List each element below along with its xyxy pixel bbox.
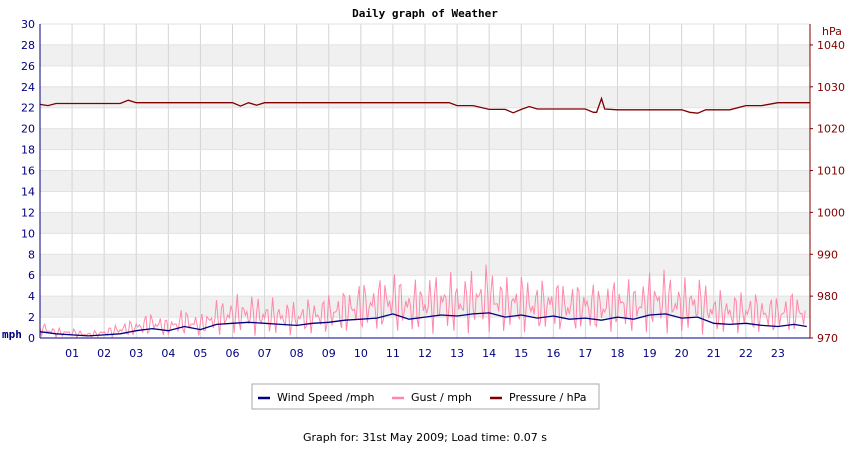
x-tick-label: 19 (643, 347, 657, 360)
series-pressure-line (39, 96, 810, 114)
x-tick-label: 06 (226, 347, 240, 360)
x-tick-label: 05 (193, 347, 207, 360)
y-left-tick-label: 30 (21, 18, 35, 31)
x-tick-label: 15 (514, 347, 528, 360)
y-right-tick-label: 990 (817, 248, 838, 261)
x-tick-label: 03 (129, 347, 143, 360)
x-tick-label: 23 (771, 347, 785, 360)
y-left-tick-label: 12 (21, 206, 35, 219)
x-tick-label: 08 (290, 347, 304, 360)
x-tick-label: 09 (322, 347, 336, 360)
y-left-tick-label: 22 (21, 102, 35, 115)
y-left-tick-label: 26 (21, 60, 35, 73)
y-right-tick-label: 1040 (817, 39, 845, 52)
y-left-tick-label: 18 (21, 144, 35, 157)
weather-chart: Daily graph of Weather 02468101214161820… (2, 7, 845, 410)
x-tick-label: 07 (258, 347, 272, 360)
y-right-tick-label: 1010 (817, 165, 845, 178)
y-left-tick-label: 20 (21, 123, 35, 136)
y-left-tick-label: 28 (21, 39, 35, 52)
y-left-tick-label: 24 (21, 81, 35, 94)
x-tick-label: 18 (611, 347, 625, 360)
x-tick-label: 04 (161, 347, 175, 360)
x-tick-label: 01 (65, 347, 79, 360)
legend-label: Gust / mph (411, 391, 472, 404)
y-left-tick-label: 0 (28, 332, 35, 345)
x-tick-label: 10 (354, 347, 368, 360)
series-layer (39, 96, 810, 339)
legend: Wind Speed /mph Gust / mph Pressure / hPa (251, 383, 600, 410)
y-right-tick-label: 970 (817, 332, 838, 345)
y-left-tick-label: 8 (28, 248, 35, 261)
y-left-tick-label: 10 (21, 227, 35, 240)
y-left-tick-label: 14 (21, 185, 35, 198)
x-tick-label: 20 (675, 347, 689, 360)
x-tick-label: 02 (97, 347, 111, 360)
y-left-tick-label: 2 (28, 311, 35, 324)
y-right-tick-label: 980 (817, 290, 838, 303)
legend-label: Wind Speed /mph (277, 391, 375, 404)
chart-title: Daily graph of Weather (352, 7, 498, 20)
legend-label: Pressure / hPa (509, 391, 587, 404)
x-tick-label: 21 (707, 347, 721, 360)
x-tick-label: 22 (739, 347, 753, 360)
series-wind-speed-line (39, 312, 807, 337)
y-left-tick-label: 16 (21, 165, 35, 178)
x-tick-label: 12 (418, 347, 432, 360)
y-right-tick-label: 1020 (817, 123, 845, 136)
y-left-tick-label: 4 (28, 290, 35, 303)
y-left-tick-label: 6 (28, 269, 35, 282)
y-left-unit: mph (2, 328, 22, 341)
footer-info: Graph for: 31st May 2009; Load time: 0.0… (302, 431, 547, 444)
y-right-tick-label: 1000 (817, 206, 845, 219)
legend-box (251, 383, 600, 410)
x-tick-label: 16 (546, 347, 560, 360)
x-tick-label: 11 (386, 347, 400, 360)
x-tick-label: 17 (578, 347, 592, 360)
axes: 0246810121416182022242628309709809901000… (21, 18, 845, 360)
x-tick-label: 14 (482, 347, 496, 360)
y-right-unit: hPa (822, 25, 842, 38)
y-right-tick-label: 1030 (817, 81, 845, 94)
x-tick-label: 13 (450, 347, 464, 360)
series-gust-line (39, 264, 806, 339)
